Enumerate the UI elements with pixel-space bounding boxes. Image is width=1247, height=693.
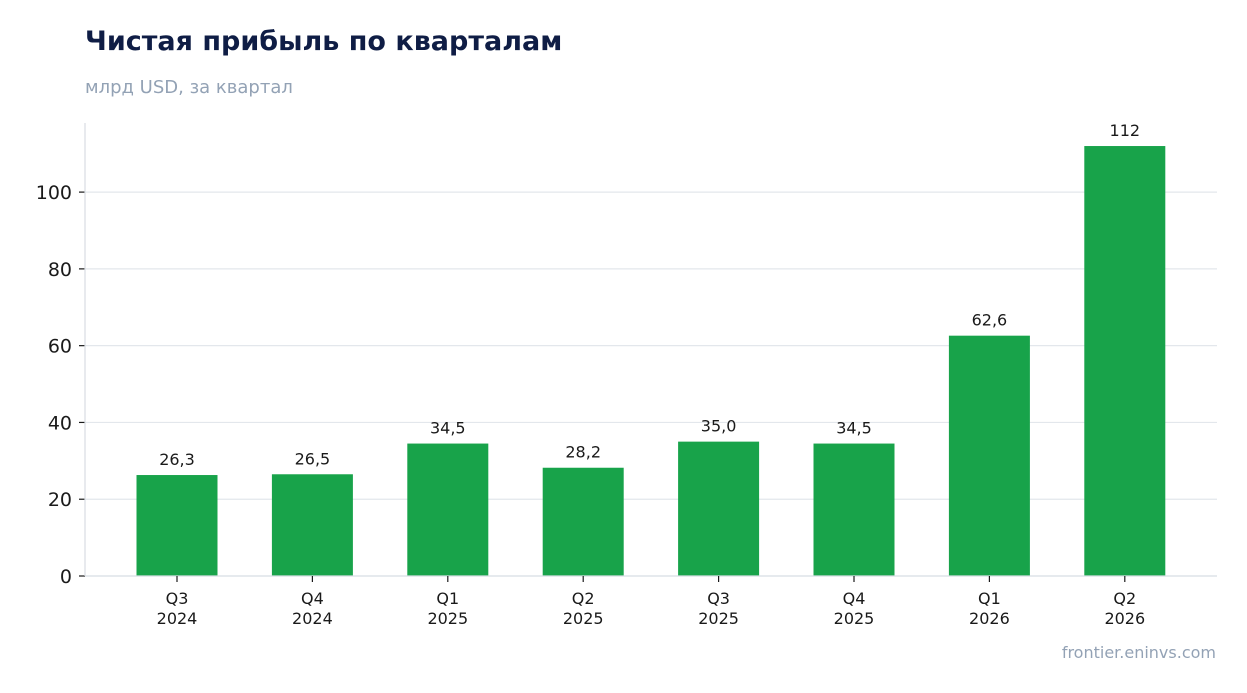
x-tick-label: Q1 [978,589,1001,608]
x-tick-label: 2025 [834,609,875,628]
chart-subtitle: млрд USD, за квартал [85,77,293,98]
x-tick-label: Q3 [707,589,730,608]
bar [1084,146,1166,576]
x-tick-label: Q4 [843,589,866,608]
bar [136,475,218,576]
y-tick-label: 60 [48,336,72,358]
data-label: 35,0 [701,417,737,436]
data-label: 112 [1110,121,1141,140]
bars [136,146,1166,576]
data-labels: 26,3 26,5 34,5 28,2 35,0 34,5 62,6 112 [159,121,1140,469]
data-label: 62,6 [972,311,1008,330]
bar [407,443,489,576]
x-tick-label: 2026 [1104,609,1145,628]
bar [948,335,1030,576]
y-tick-label: 0 [60,566,72,588]
y-tick-label: 20 [48,489,72,511]
x-tick-label: 2024 [292,609,333,628]
x-tick-label: Q2 [1113,589,1136,608]
grid-lines [85,191,1217,500]
x-tick-label: Q4 [301,589,324,608]
bar [542,467,624,576]
bar [813,443,895,576]
x-tick-label: 2024 [157,609,198,628]
x-tick-label: 2026 [969,609,1010,628]
source-credit: frontier.eninvs.com [1061,643,1216,662]
x-tick-label: Q2 [572,589,595,608]
axes: 020406080100Q32024Q42024Q12025Q22025Q320… [36,123,1217,628]
chart-title: Чистая прибыль по кварталам [85,26,563,57]
y-tick-label: 40 [48,412,72,434]
data-label: 26,3 [159,450,195,469]
data-label: 34,5 [836,419,872,438]
x-tick-label: Q3 [166,589,189,608]
data-label: 28,2 [565,443,601,462]
x-tick-label: 2025 [698,609,739,628]
data-label: 26,5 [295,449,331,468]
bar [678,441,760,576]
x-tick-label: Q1 [436,589,459,608]
x-tick-label: 2025 [563,609,604,628]
data-label: 34,5 [430,419,466,438]
y-tick-label: 100 [36,182,72,204]
x-tick-label: 2025 [427,609,468,628]
bar [271,474,353,576]
y-tick-label: 80 [48,259,72,281]
